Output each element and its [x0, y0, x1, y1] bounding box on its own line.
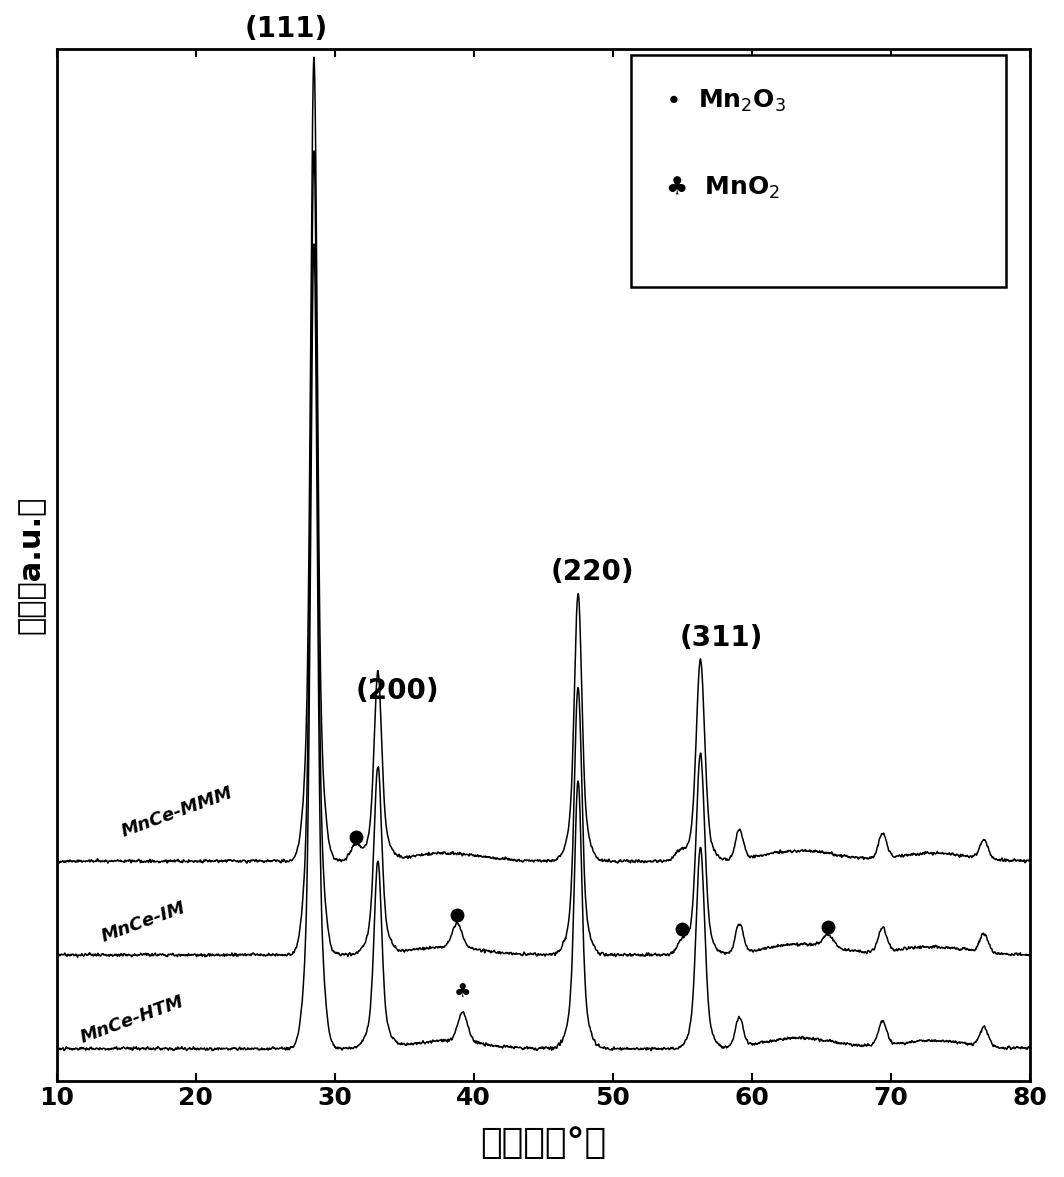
Text: (111): (111): [245, 15, 328, 44]
X-axis label: 衍射角（°）: 衍射角（°）: [480, 1126, 606, 1161]
Text: $\bullet$  Mn$_2$O$_3$: $\bullet$ Mn$_2$O$_3$: [665, 87, 786, 114]
Text: (220): (220): [550, 558, 634, 586]
Text: (200): (200): [355, 677, 439, 705]
Y-axis label: 强度（a.u.）: 强度（a.u.）: [17, 496, 46, 634]
FancyBboxPatch shape: [631, 54, 1005, 287]
Text: ♣: ♣: [454, 983, 471, 1002]
Text: MnCe-HTM: MnCe-HTM: [78, 992, 186, 1046]
Text: $\clubsuit$  MnO$_2$: $\clubsuit$ MnO$_2$: [665, 175, 780, 201]
Text: (311): (311): [680, 624, 763, 652]
Text: MnCe-IM: MnCe-IM: [99, 899, 187, 946]
Text: MnCe-MMM: MnCe-MMM: [119, 784, 236, 840]
